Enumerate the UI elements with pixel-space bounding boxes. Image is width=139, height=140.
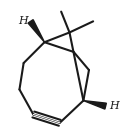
Text: H: H: [109, 101, 119, 111]
Polygon shape: [83, 101, 106, 109]
Polygon shape: [28, 20, 44, 42]
Text: H: H: [18, 16, 28, 26]
